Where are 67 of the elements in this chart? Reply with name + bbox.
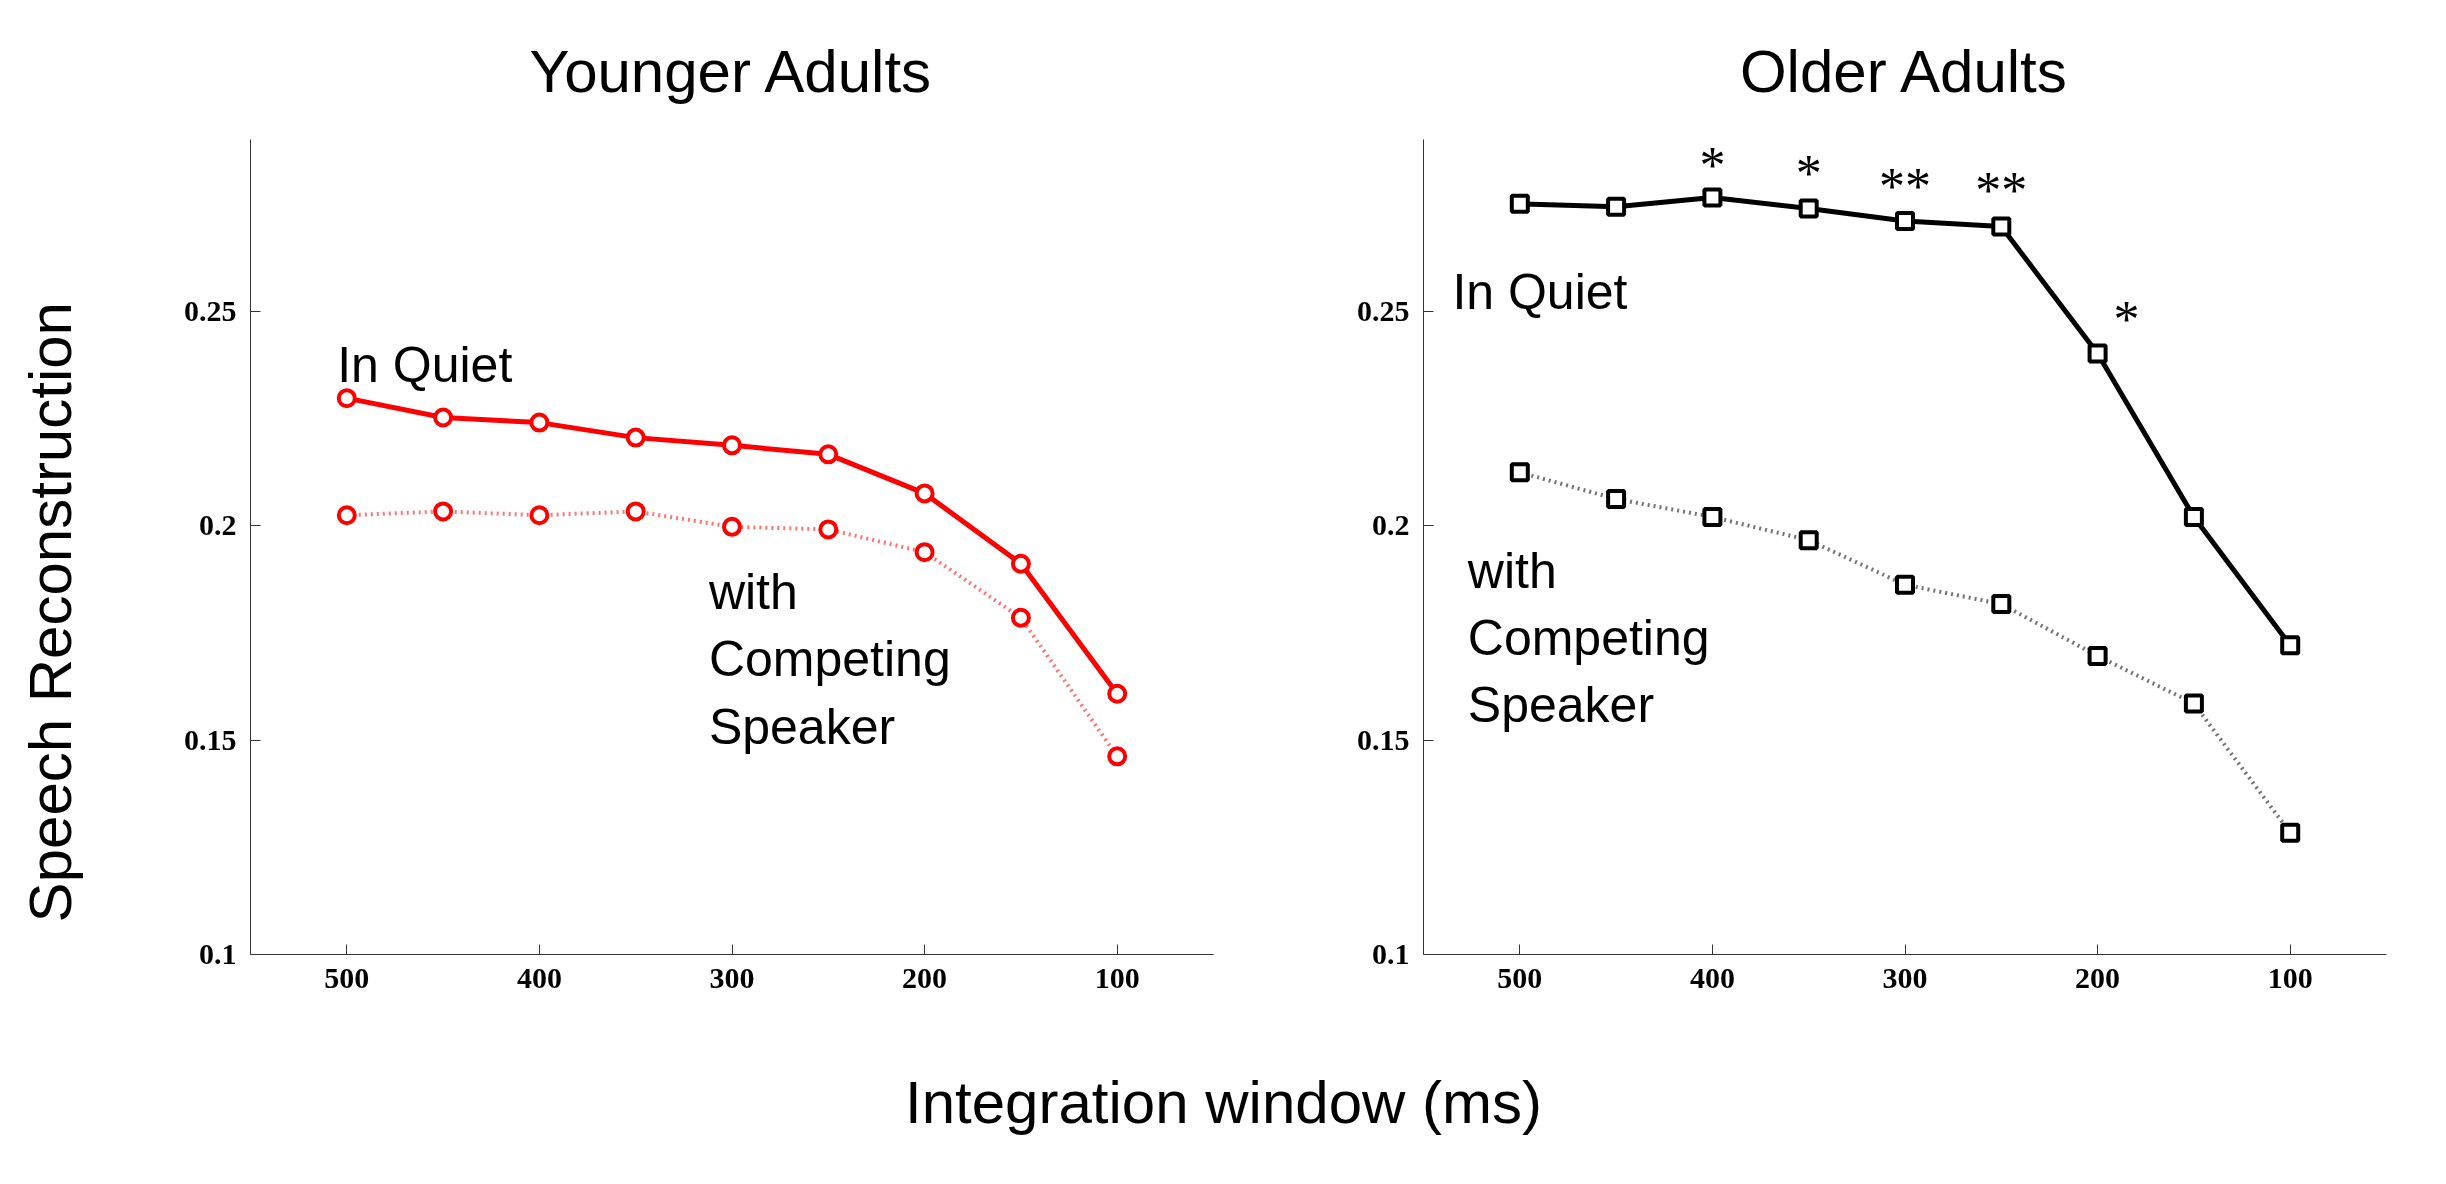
x-tick-label: 500 xyxy=(324,960,370,994)
point xyxy=(1991,216,2012,237)
x-axis-title: Integration window (ms) xyxy=(905,1068,1542,1136)
point xyxy=(529,412,550,433)
point xyxy=(1798,530,1819,551)
point xyxy=(2183,506,2204,527)
annotation: * xyxy=(1795,145,1822,203)
point xyxy=(336,505,357,526)
series-label: In Quiet xyxy=(1452,263,1628,320)
point xyxy=(1895,211,1915,231)
y-tick-label: 0.1 xyxy=(1372,937,1410,970)
annotation: * xyxy=(1699,136,1726,194)
y-tick-label: 0.15 xyxy=(184,722,237,756)
point xyxy=(914,483,935,504)
point xyxy=(722,516,742,537)
point xyxy=(818,519,839,540)
x-tick-label: 200 xyxy=(902,960,948,994)
x-tick-label: 400 xyxy=(1689,960,1735,994)
y-tick-label: 0.15 xyxy=(1357,722,1410,756)
x-tick-label: 300 xyxy=(709,960,755,994)
point xyxy=(2183,693,2204,714)
x-tick-label: 100 xyxy=(2267,960,2313,994)
point xyxy=(2280,822,2301,843)
point xyxy=(1606,196,1627,217)
series-label: with Competing Speaker xyxy=(707,564,951,755)
annotation: ** xyxy=(1975,162,2028,220)
point xyxy=(1702,187,1723,208)
point xyxy=(336,388,357,409)
point xyxy=(1798,198,1819,219)
x-tick-label: 200 xyxy=(2075,960,2121,994)
point xyxy=(1107,683,1128,704)
x-tick-label: 100 xyxy=(1094,960,1140,994)
y-tick-label: 0.1 xyxy=(199,937,237,970)
x-tick-label: 400 xyxy=(516,960,562,994)
chart-title: Older Adults xyxy=(1739,37,2067,105)
annotation: * xyxy=(2113,291,2140,349)
point xyxy=(1107,746,1128,767)
y-tick-label: 0.25 xyxy=(1357,293,1410,327)
point xyxy=(2087,343,2108,364)
series-label: In Quiet xyxy=(337,336,513,393)
x-tick-label: 500 xyxy=(1497,960,1543,994)
point xyxy=(1702,506,1723,527)
y-tick-label: 0.25 xyxy=(184,293,237,327)
point xyxy=(625,501,646,522)
point xyxy=(433,407,454,428)
point xyxy=(2087,645,2108,666)
point xyxy=(914,542,935,563)
y-tick-label: 0.2 xyxy=(1372,508,1410,542)
y-tick-label: 0.2 xyxy=(199,508,237,542)
point xyxy=(1010,553,1031,574)
point xyxy=(818,444,839,465)
point xyxy=(2280,635,2301,656)
point xyxy=(529,505,550,526)
chart-title: Younger Adults xyxy=(529,37,932,105)
x-tick-label: 300 xyxy=(1882,960,1928,994)
series-label: with Competing Speaker xyxy=(1466,542,1710,734)
point xyxy=(1606,488,1627,509)
point xyxy=(722,435,742,456)
point xyxy=(433,501,454,522)
point xyxy=(1509,193,1530,214)
point xyxy=(1509,462,1530,483)
annotation: ** xyxy=(1879,158,1931,216)
point xyxy=(1895,574,1915,595)
point xyxy=(1010,607,1031,628)
point xyxy=(625,427,646,448)
point xyxy=(1991,594,2012,615)
y-axis-title: Speech Reconstruction xyxy=(17,302,84,923)
